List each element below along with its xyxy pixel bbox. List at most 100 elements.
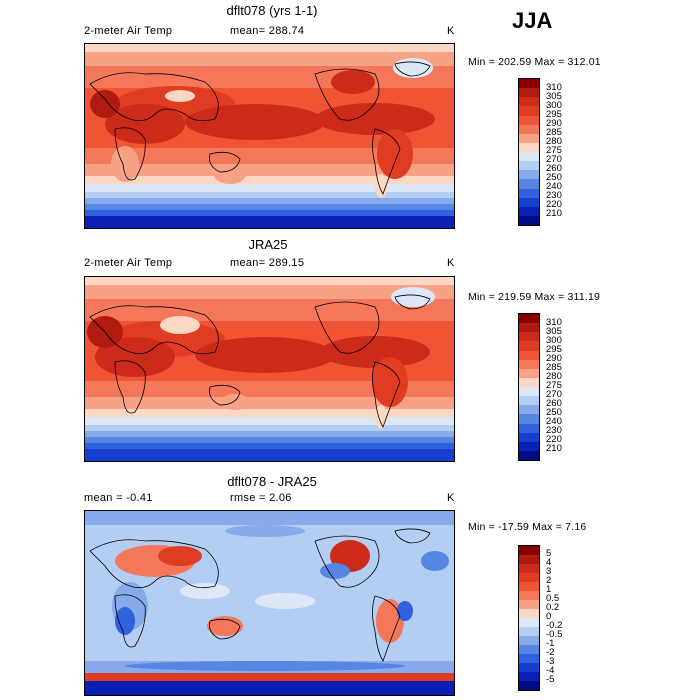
colorbar-swatch [519,377,539,387]
tick-label: 275 [546,145,562,156]
colorbar-swatch [519,215,539,225]
tick-label: 280 [546,136,562,147]
colorbar-swatch [519,546,539,555]
colorbar-swatch [519,79,539,89]
colorbar-swatch [519,115,539,125]
variable-label: 2-meter Air Temp [84,257,173,269]
tick-label: 250 [546,407,562,418]
tick-label: 305 [546,326,562,337]
colorbar-swatch [519,206,539,216]
colorbar-swatch [519,609,539,618]
tick-label: 230 [546,425,562,436]
minmax-label: Min = 202.59 Max = 312.01 [468,56,601,68]
colorbar-swatch [519,133,539,143]
colorbar-swatch [519,197,539,207]
mean-label: mean = -0.41 [84,492,153,504]
tick-label: 275 [546,380,562,391]
minmax-label: Min = 219.59 Max = 311.19 [468,291,601,303]
variable-label: 2-meter Air Temp [84,25,173,37]
tick-label: 310 [546,82,562,93]
colorbar-swatch [519,645,539,654]
mean-label: mean= 288.74 [230,25,305,37]
tick-label: 260 [546,398,562,409]
colorbar-swatch [519,359,539,369]
colorbar [518,545,540,691]
tick-label: 270 [546,389,562,400]
colorbar-swatch [519,161,539,171]
colorbar-swatch [519,106,539,116]
colorbar-swatch [519,97,539,107]
tick-label: 220 [546,199,562,210]
tick-label: 2 [546,575,552,586]
units-label: K [447,492,455,504]
colorbar-swatch [519,618,539,627]
colorbar-swatch [519,405,539,415]
minmax-label: Min = -17.59 Max = 7.16 [468,521,587,533]
colorbar-swatch [519,441,539,451]
colorbar [518,78,540,226]
tick-label: 280 [546,371,562,382]
colorbar-swatch [519,555,539,564]
panel-title: dflt078 - JRA25 [227,474,317,489]
colorbar-swatch [519,600,539,609]
tick-label: 5 [546,548,552,559]
colorbar-swatch [519,323,539,333]
tick-label: 290 [546,118,562,129]
tick-label: 285 [546,127,562,138]
tick-label: 295 [546,109,562,120]
tick-label: 240 [546,181,562,192]
colorbar-swatch [519,88,539,98]
units-label: K [447,25,455,37]
colorbar-swatch [519,314,539,324]
map-plot [84,510,455,696]
mean-label: mean= 289.15 [230,257,305,269]
tick-label: 295 [546,344,562,355]
map-plot [84,43,455,229]
units-label: K [447,257,455,269]
colorbar-swatch [519,152,539,162]
colorbar-swatch [519,423,539,433]
colorbar-swatch [519,170,539,180]
tick-label: -0.2 [546,620,563,631]
tick-label: 300 [546,335,562,346]
colorbar-swatch [519,350,539,360]
colorbar [518,313,540,461]
colorbar-swatch [519,627,539,636]
season-label: JJA [512,8,553,33]
colorbar-swatch [519,591,539,600]
tick-label: 240 [546,416,562,427]
colorbar-swatch [519,396,539,406]
temperature-map [85,277,454,461]
tick-label: 210 [546,443,562,454]
tick-label: 260 [546,163,562,174]
tick-label: 285 [546,362,562,373]
colorbar-swatch [519,124,539,134]
colorbar-swatch [519,341,539,351]
colorbar-swatch [519,450,539,460]
tick-label: 230 [546,190,562,201]
colorbar-swatch [519,332,539,342]
tick-label: -3 [546,656,555,667]
tick-label: -0.5 [546,629,563,640]
tick-label: 290 [546,353,562,364]
tick-label: 305 [546,91,562,102]
tick-label: 0.2 [546,602,560,613]
tick-label: 270 [546,154,562,165]
colorbar-swatch [519,681,539,690]
tick-label: 4 [546,557,552,568]
tick-label: -5 [546,674,555,685]
colorbar-swatch [519,432,539,442]
panel-title: dflt078 (yrs 1-1) [226,3,318,18]
colorbar-swatch [519,564,539,573]
tick-label: 250 [546,172,562,183]
tick-label: 220 [546,434,562,445]
panel-title: JRA25 [248,237,288,252]
colorbar-swatch [519,387,539,397]
colorbar-swatch [519,573,539,582]
map-plot [84,276,455,462]
colorbar-swatch [519,654,539,663]
tick-label: -4 [546,665,555,676]
tick-label: 0.5 [546,593,560,604]
difference-map [85,511,454,695]
colorbar-swatch [519,582,539,591]
